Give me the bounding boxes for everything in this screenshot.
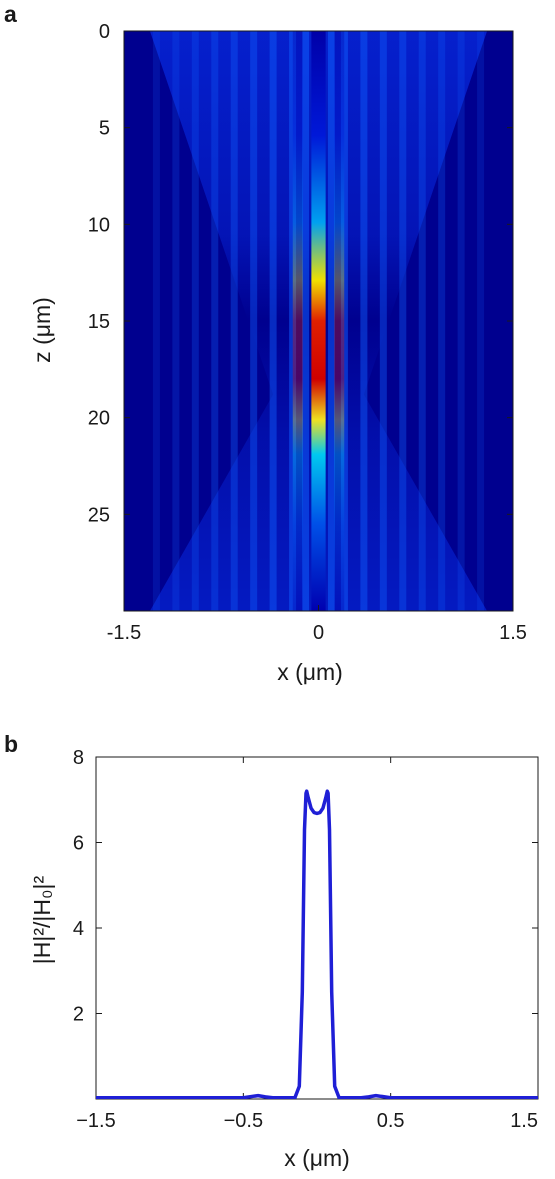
line-plot-x-tick-label: 1.5 bbox=[510, 1110, 538, 1132]
heatmap-y-tick-label: 10 bbox=[88, 214, 110, 236]
line-plot-y-tick-label: 8 bbox=[73, 747, 84, 769]
line-series-h-intensity bbox=[96, 789, 538, 1099]
heatmap-stripe bbox=[399, 31, 407, 611]
heatmap-x-ticks: -1.5 0 1.5 bbox=[107, 605, 527, 644]
line-plot-y-tick-label: 6 bbox=[73, 833, 84, 855]
heatmap-y-tick-label: 0 bbox=[99, 21, 110, 43]
heatmap-x-tick-label: 1.5 bbox=[499, 622, 527, 644]
heatmap-y-ticks: 0 5 10 15 20 25 bbox=[88, 21, 513, 526]
line-plot-y-tick-label: 4 bbox=[73, 918, 84, 940]
panel-b-line-plot: b 2 4 6 8 −1.5 −0.5 0.5 1.5 x (μm) |H|²/|H₀|² bbox=[4, 731, 539, 1171]
heatmap-stripe bbox=[340, 31, 348, 611]
heatmap-y-tick-label: 15 bbox=[88, 311, 110, 333]
heatmap-stripe bbox=[289, 31, 297, 611]
heatmap-stripe bbox=[191, 31, 199, 611]
line-plot-x-tick-label: −1.5 bbox=[76, 1110, 115, 1132]
heatmap-stripe bbox=[327, 31, 335, 611]
heatmap-x-tick-label: 0 bbox=[313, 622, 324, 644]
heatmap-focus-column bbox=[311, 31, 326, 611]
heatmap-focus-flank bbox=[292, 31, 303, 611]
heatmap-y-tick-label: 20 bbox=[88, 408, 110, 430]
line-plot-x-axis-title: x (μm) bbox=[284, 1145, 350, 1171]
heatmap-y-tick-label: 5 bbox=[99, 118, 110, 140]
line-plot-y-axis-title: |H|²/|H₀|² bbox=[29, 875, 55, 964]
heatmap-stripe bbox=[302, 31, 310, 611]
heatmap-stripe bbox=[477, 31, 485, 611]
panel-a-heatmap: a 0 5 10 15 20 25 -1.5 0 1.5 x (μm) z (μm) bbox=[4, 1, 527, 685]
heatmap-stripe bbox=[152, 31, 160, 611]
line-plot-y-ticks: 2 4 6 8 bbox=[73, 747, 538, 1026]
line-plot-x-tick-label: 0.5 bbox=[377, 1110, 405, 1132]
panel-letter-b: b bbox=[4, 731, 18, 757]
heatmap-stripe bbox=[230, 31, 238, 611]
heatmap-stripe bbox=[438, 31, 446, 611]
heatmap-stripe bbox=[418, 31, 426, 611]
heatmap-x-axis-title: x (μm) bbox=[277, 659, 343, 685]
heatmap-stripe bbox=[360, 31, 368, 611]
heatmap-stripe bbox=[172, 31, 180, 611]
heatmap-stripe bbox=[269, 31, 277, 611]
heatmap-stripe bbox=[250, 31, 258, 611]
line-plot-y-tick-label: 2 bbox=[73, 1004, 84, 1026]
heatmap-field bbox=[149, 31, 488, 611]
heatmap-stripe bbox=[211, 31, 219, 611]
heatmap-focus-flank bbox=[334, 31, 345, 611]
heatmap-x-tick-label: -1.5 bbox=[107, 622, 141, 644]
line-plot-x-tick-label: −0.5 bbox=[224, 1110, 263, 1132]
line-plot-x-ticks: −1.5 −0.5 0.5 1.5 bbox=[76, 757, 539, 1132]
heatmap-y-axis-title: z (μm) bbox=[29, 297, 55, 363]
line-plot-frame bbox=[95, 756, 539, 1100]
heatmap-y-tick-label: 25 bbox=[88, 504, 110, 526]
panel-letter-a: a bbox=[4, 1, 17, 27]
heatmap-stripe bbox=[457, 31, 465, 611]
heatmap-stripe bbox=[379, 31, 387, 611]
